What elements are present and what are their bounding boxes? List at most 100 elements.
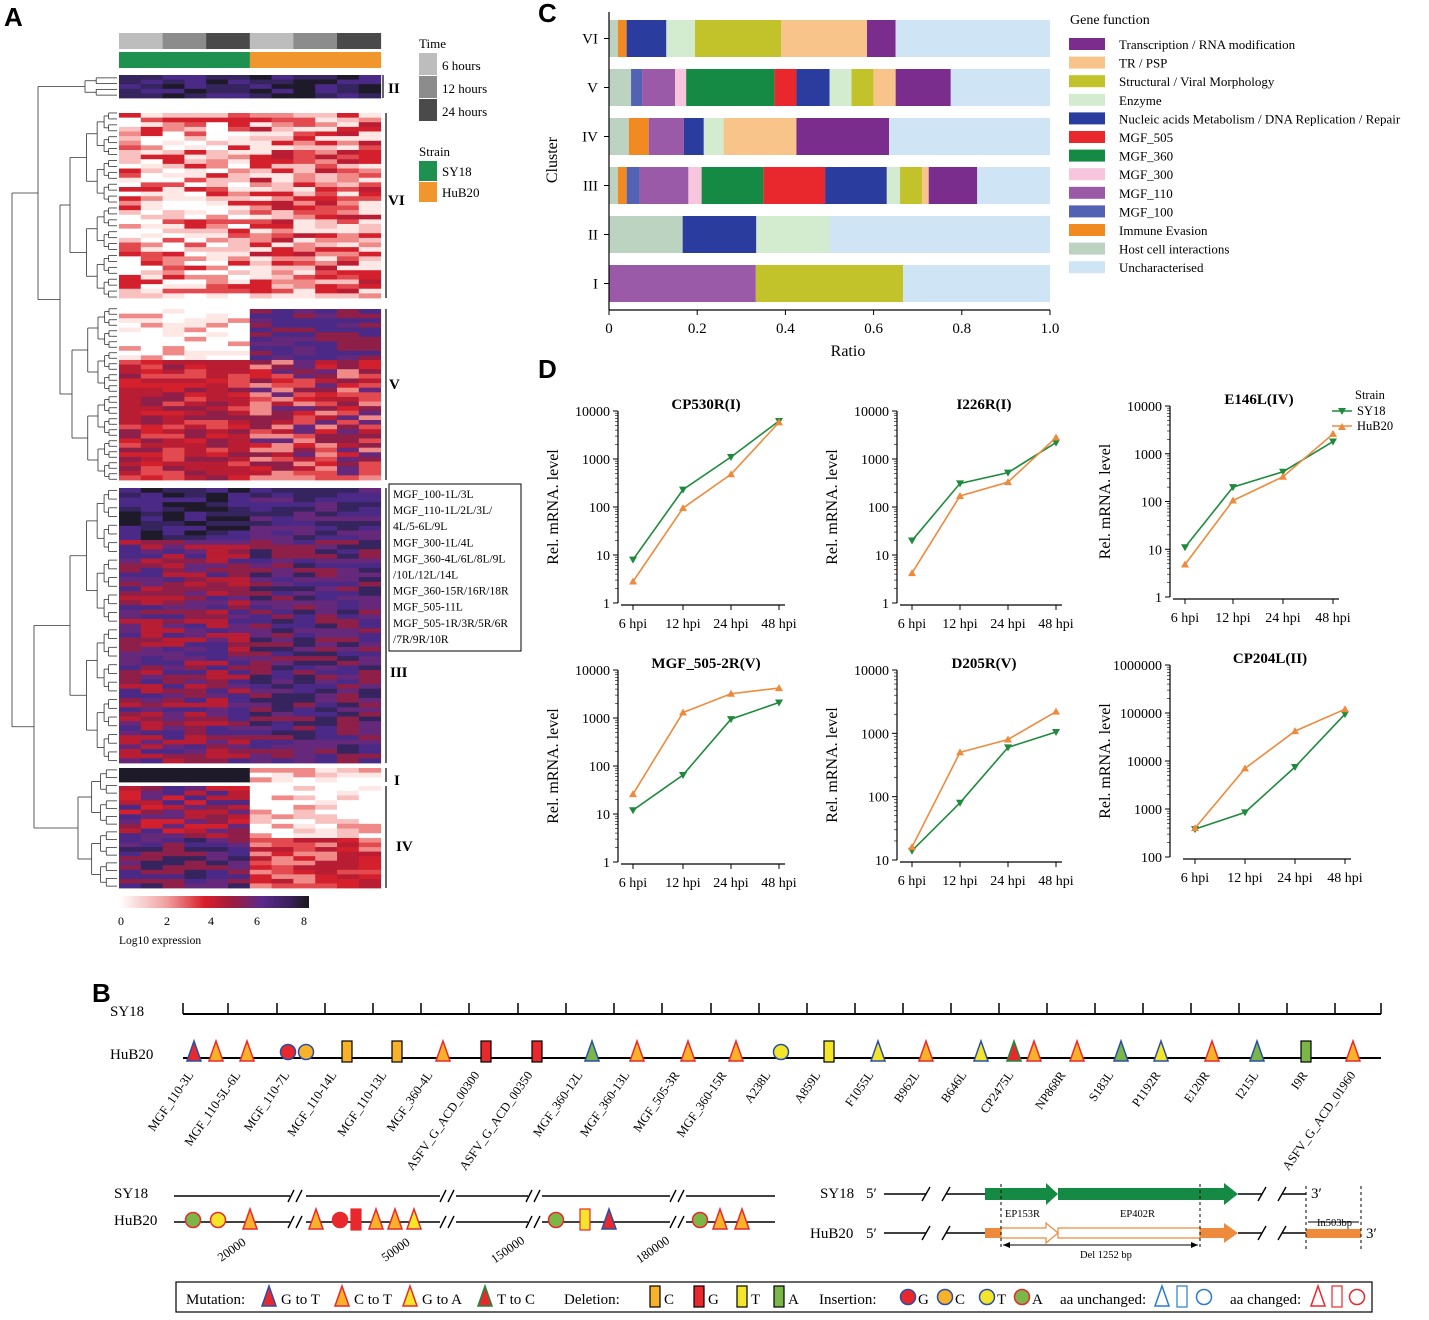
legend-symbol [899,1288,917,1306]
heatmap-cell [249,642,273,648]
heatmap-cell [162,117,185,123]
x-tick-label: 0.6 [864,321,883,337]
heatmap-cell [206,660,229,666]
heatmap-cell [337,406,360,412]
heatmap-cell [162,790,185,796]
heatmap-cell [228,360,251,366]
heatmap-cell [206,228,229,234]
x-tick-label: 48 hpi [1038,617,1074,632]
heatmap-cell [206,544,229,550]
heatmap-cell [228,790,251,796]
heatmap-cell [206,168,229,174]
heatmap-cell [358,502,382,508]
heatmap-cell [337,800,360,806]
heatmap-cell [271,535,294,541]
heatmap-cell [315,697,338,704]
heatmap-cell [184,804,207,811]
heatmap-cell [119,670,142,676]
heatmap-cell [315,744,338,750]
heatmap-cell [140,749,164,755]
heatmap-cell [184,591,207,597]
heatmap-cell [206,586,229,592]
heatmap-cell [140,113,164,119]
legend-symbol [476,1283,494,1307]
heatmap-cell [140,163,164,169]
heatmap-cell [337,809,360,815]
heatmap-cell [162,838,185,843]
heatmap-cell [140,623,164,629]
heatmap-cell [228,251,251,257]
heatmap-cell [249,251,273,257]
bar-segment [950,69,1050,106]
data-point [1241,809,1249,817]
heatmap-cell [315,420,338,426]
heatmap-cell [315,200,338,206]
heatmap-cell [249,804,273,811]
bar-segment [631,69,643,106]
heatmap-cell [293,475,316,481]
axis-break [447,1215,455,1229]
heatmap-cell [249,614,273,620]
heatmap-cell [271,823,294,829]
heatmap-cell [271,609,294,615]
heatmap-cell [271,75,294,80]
heatmap-cell [271,679,294,685]
ep402r-arrow-sy18 [1058,1183,1238,1205]
heatmap-cell [315,443,338,449]
heatmap-cell [162,173,185,179]
heatmap-cell [293,373,316,379]
heatmap-cell [162,447,185,453]
heatmap-cell [293,355,316,361]
heatmap-cell [271,516,294,522]
heatmap-cell [358,313,382,319]
panel-letter-a: A [4,2,23,32]
heatmap-cell [140,549,164,555]
heatmap-cell [206,693,229,699]
heatmap-cell [271,392,294,398]
bar-segment [701,167,764,204]
axis-break [941,1225,951,1241]
time-legend-label: 12 hours [442,81,487,96]
heatmap-cell [206,182,229,188]
heatmap-cell [358,79,382,85]
heatmap-cell [358,247,382,253]
mutation-marker [600,1206,618,1230]
heatmap-cell [228,196,251,202]
heatmap-cell [249,549,273,555]
heatmap-cell [337,670,360,676]
heatmap-cell [249,113,273,119]
heatmap-cell [119,224,142,230]
heatmap-cell [184,549,207,555]
heatmap-cell [206,878,229,884]
y-tick-label: 10000 [1127,755,1162,770]
heatmap-cell [271,577,294,583]
heatmap-cell [358,842,382,848]
heatmap-cell [293,410,316,416]
heatmap-cell [337,150,360,156]
heatmap-cell [206,707,229,713]
heatmap-cell [271,842,294,848]
heatmap-cell [162,679,185,685]
heatmap-cell [358,632,382,638]
heatmap-cell [271,475,294,481]
heatmap-cell [119,456,142,462]
heatmap-cell [184,739,207,745]
heatmap-cell [293,378,316,384]
heatmap-cell [271,383,294,389]
bar-segment [626,20,667,57]
heatmap-cell [249,725,273,731]
bar-segment [686,69,775,106]
heatmap-cell [271,177,294,183]
heatmap-cell [271,711,294,717]
heatmap-cell [206,415,229,421]
heatmap-cell [337,860,360,866]
heatmap-cell [119,688,142,694]
heatmap-cell [119,725,142,731]
heatmap-cell [162,711,185,717]
heatmap-cell [206,406,229,412]
heatmap-cell [206,224,229,230]
heatmap-cell [337,126,360,132]
heatmap-cell [337,572,360,578]
heatmap-cell [228,632,251,638]
heatmap-cell [249,313,273,319]
